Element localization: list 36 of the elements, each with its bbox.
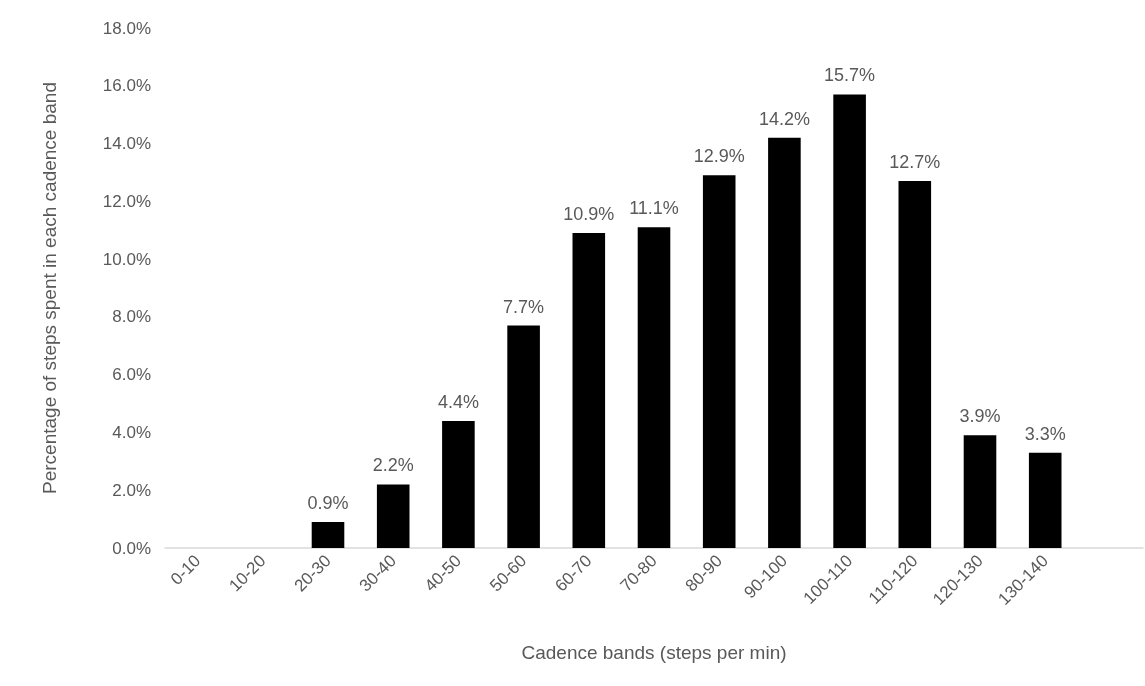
y-tick-label: 16.0% <box>102 76 151 96</box>
bar <box>1028 452 1062 548</box>
data-label: 3.3% <box>1024 423 1066 444</box>
bar <box>442 420 475 548</box>
data-label: 7.7% <box>503 296 545 317</box>
data-label: 14.2% <box>758 108 810 129</box>
data-label: 11.1% <box>629 198 679 219</box>
bar <box>963 435 997 548</box>
y-tick-label: 4.0% <box>112 422 151 442</box>
data-label: 15.7% <box>824 65 876 86</box>
data-label: 12.9% <box>693 146 745 167</box>
y-tick-label: 12.0% <box>102 191 151 211</box>
data-label: 10.9% <box>563 204 615 225</box>
y-axis-title: Percentage of steps spent in each cadence band <box>38 82 60 494</box>
bar <box>507 325 540 548</box>
data-label: 4.4% <box>437 391 479 412</box>
y-tick-label: 6.0% <box>112 365 151 385</box>
bar <box>311 522 345 548</box>
bar <box>376 484 410 548</box>
data-label: 0.9% <box>307 493 349 513</box>
data-label: 2.2% <box>372 455 414 476</box>
y-tick-label: 0.0% <box>112 538 151 558</box>
bar <box>898 181 932 548</box>
data-label: 12.7% <box>889 152 941 173</box>
bar <box>572 233 606 548</box>
y-tick-label: 18.0% <box>102 18 151 38</box>
bar <box>637 227 671 548</box>
y-tick-label: 8.0% <box>112 307 151 327</box>
data-label: 3.9% <box>959 406 1001 427</box>
y-tick-label: 2.0% <box>112 480 151 500</box>
bar <box>833 94 866 548</box>
bar <box>768 137 801 548</box>
bar <box>702 175 736 548</box>
x-axis-title: Cadence bands (steps per min) <box>521 642 787 663</box>
y-tick-label: 10.0% <box>102 249 151 269</box>
y-tick-label: 14.0% <box>102 134 151 154</box>
